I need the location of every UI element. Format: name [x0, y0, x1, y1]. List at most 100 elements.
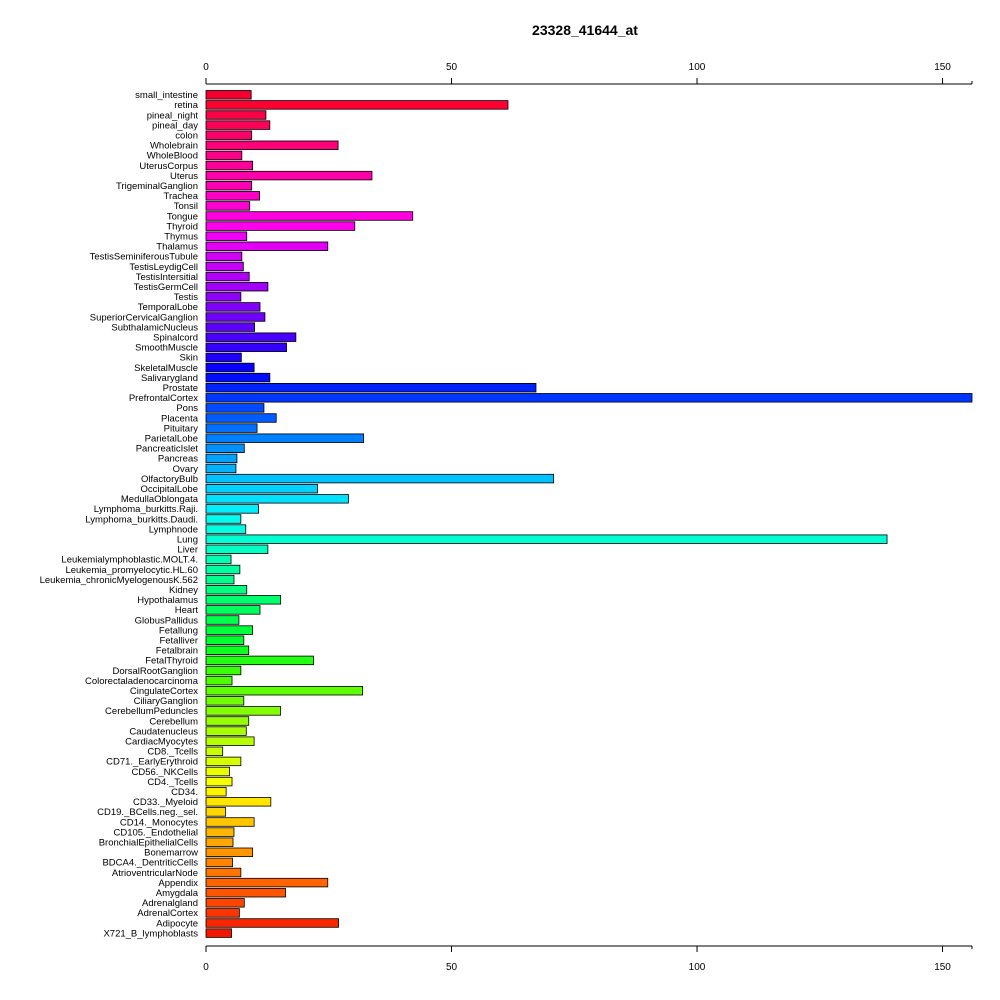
bar-Lymphnode: [205, 524, 247, 534]
category-label: ParietalLobe: [145, 434, 198, 445]
bar-Colorectaladenocarcinoma: [205, 675, 233, 686]
category-label: CD4._Tcells: [147, 777, 198, 788]
bar-Testis: [205, 292, 242, 302]
category-label: Pancreas: [158, 454, 198, 465]
category-label: DorsalRootGanglion: [112, 666, 198, 677]
category-label: TestisGermCell: [134, 282, 198, 293]
category-label: TrigeminalGanglion: [116, 181, 198, 192]
bottom-axis: 0 50 100 150: [203, 945, 973, 973]
bar-CardiacMyocytes: [205, 736, 255, 746]
bar-retina: [205, 100, 509, 110]
category-label: pineal_night: [147, 110, 199, 121]
bar-Salivarygland: [205, 372, 271, 383]
bar-SuperiorCervicalGanglion: [205, 312, 266, 322]
category-label: Salivarygland: [141, 373, 198, 384]
category-label: Lymphoma_burkitts.Daudi.: [85, 514, 198, 525]
category-label: Spinalcord: [153, 333, 198, 344]
bar-Pancreas: [205, 453, 238, 464]
category-label: AdrenalCortex: [137, 908, 198, 919]
bar-Fetalliver: [205, 635, 245, 645]
category-label: Thymus: [164, 232, 198, 243]
bar-Uterus: [205, 170, 373, 181]
bar-PancreaticIslet: [205, 443, 245, 454]
category-label: Leukemia_chronicMyelogenousK.562: [40, 575, 198, 586]
bar-Bonemarrow: [205, 847, 254, 858]
top-tick-label: 0: [203, 62, 209, 73]
bar-Liver: [205, 544, 269, 555]
category-label: Colorectaladenocarcinoma: [85, 676, 199, 687]
category-label: CiliaryGanglion: [134, 696, 198, 707]
category-label: CD8._Tcells: [147, 747, 198, 758]
bar-CD19._BCells.neg._sel.: [205, 807, 227, 817]
category-label: TestisIntersitial: [136, 272, 198, 283]
bar-Leukemia_chronicMyelogenousK.562: [205, 574, 235, 585]
category-label: WholeBlood: [147, 151, 198, 162]
category-label: Leukemialymphoblastic.MOLT.4.: [61, 555, 198, 566]
category-label: X721_B_lymphoblasts: [103, 928, 198, 939]
category-label: colon: [175, 131, 198, 142]
bar-DorsalRootGanglion: [205, 665, 242, 676]
bar-AdrenalCortex: [205, 908, 240, 918]
category-label: Bonemarrow: [144, 848, 198, 859]
bar-BDCA4._DentriticCells: [205, 857, 233, 868]
bar-TestisIntersitial: [205, 271, 250, 282]
bar-Leukemialymphoblastic.MOLT.4.: [205, 554, 232, 565]
bar-Trachea: [205, 191, 260, 201]
category-label: Skin: [180, 353, 198, 364]
category-label: Prostate: [163, 383, 198, 394]
bar-pineal_day: [205, 120, 271, 130]
bar-GlobusPallidus: [205, 615, 240, 625]
bar-TestisSeminiferousTubule: [205, 251, 243, 262]
bar-Leukemia_promyelocytic.HL.60: [205, 564, 241, 575]
category-label: BronchialEpithelialCells: [99, 838, 199, 849]
category-label: SuperiorCervicalGanglion: [90, 312, 198, 323]
category-label: Pituitary: [164, 423, 199, 434]
bar-ParietalLobe: [205, 433, 365, 443]
bar-Kidney: [205, 585, 248, 595]
bar-TemporalLobe: [205, 302, 261, 312]
bar-Amygdala: [205, 888, 286, 898]
category-label: Leukemia_promyelocytic.HL.60: [65, 565, 198, 576]
bar-CD14._Monocytes: [205, 817, 255, 827]
bar-Fetallung: [205, 625, 254, 635]
category-label: Testis: [174, 292, 199, 303]
bar-CD8._Tcells: [205, 746, 224, 757]
category-label: Thalamus: [156, 242, 198, 253]
category-label: CerebellumPeduncles: [105, 706, 198, 717]
bar-SkeletalMuscle: [205, 362, 255, 373]
category-labels: small_intestineretinapineal_nightpineal_…: [40, 90, 199, 939]
category-label: Liver: [177, 545, 198, 556]
bar-BronchialEpithelialCells: [205, 837, 234, 847]
category-label: Appendix: [158, 878, 198, 889]
bar-WholeBlood: [205, 150, 243, 161]
bar-Appendix: [205, 877, 329, 888]
category-label: CD56._NKCells: [131, 767, 198, 778]
category-label: Hypothalamus: [137, 595, 198, 606]
bar-Wholebrain: [205, 140, 339, 151]
category-label: small_intestine: [135, 90, 198, 101]
bar-TestisGermCell: [205, 281, 269, 292]
bar-CingulateCortex: [205, 686, 364, 696]
category-label: CD34.: [171, 787, 198, 798]
bar-X721_B_lymphoblasts: [205, 928, 232, 938]
category-label: CD33._Myeloid: [133, 797, 198, 808]
category-label: CardiacMyocytes: [125, 737, 198, 748]
category-label: Wholebrain: [150, 141, 198, 152]
bottom-tick-label: 0: [203, 962, 209, 973]
bar-colon: [205, 130, 253, 140]
bottom-tick-label: 100: [689, 962, 706, 973]
bar-CD33._Myeloid: [205, 797, 272, 807]
bar-CD34.: [205, 787, 227, 797]
bar-Skin: [205, 352, 242, 363]
top-tick-label: 50: [446, 62, 458, 73]
bar-CD4._Tcells: [205, 776, 233, 787]
category-label: Fetalbrain: [156, 646, 198, 657]
bar-Lung: [205, 534, 888, 544]
category-label: CingulateCortex: [130, 686, 198, 697]
category-label: Tonsil: [174, 201, 198, 212]
bar-AtrioventricularNode: [205, 867, 242, 878]
category-label: Heart: [175, 605, 199, 616]
bottom-tick-label: 150: [934, 962, 951, 973]
